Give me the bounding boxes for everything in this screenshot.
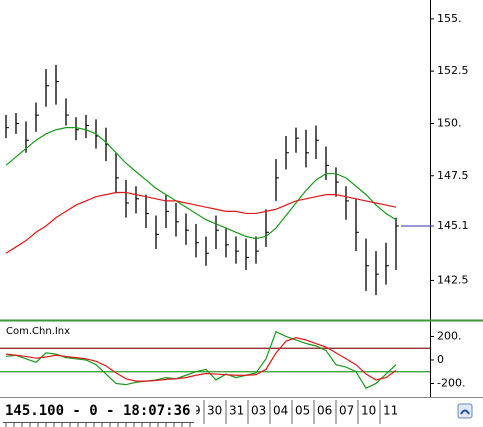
y-tick-label: 150. <box>437 116 462 129</box>
date-label: 31 <box>229 404 244 418</box>
settings-glyph <box>460 409 470 415</box>
date-label: 11 <box>383 404 398 418</box>
date-label: 04 <box>273 404 288 418</box>
line-series <box>5 191 397 254</box>
date-label: 07 <box>339 404 354 418</box>
y-tick-label: -200. <box>437 376 465 389</box>
line-series <box>5 127 397 240</box>
line-series <box>5 337 397 382</box>
y-tick-label: 200. <box>437 329 462 342</box>
indicator-title: Com.Chn.Inx <box>6 326 70 337</box>
date-label: 03 <box>251 404 266 418</box>
date-label: 06 <box>317 404 332 418</box>
y-tick-label: 155. <box>437 12 462 25</box>
line-series <box>5 330 397 389</box>
date-label: 9 <box>193 404 201 418</box>
y-tick-label: 147.5 <box>437 169 469 182</box>
y-tick-label: 0 <box>437 353 444 366</box>
y-tick-label: 152.5 <box>437 64 469 77</box>
status-box <box>0 399 196 423</box>
status-text: 145.100 - 0 - 18:07:36 <box>5 403 190 419</box>
date-label: 10 <box>361 404 376 418</box>
date-label: 30 <box>207 404 222 418</box>
y-tick-label: 142.5 <box>437 273 469 286</box>
last-price-label: 145.1 <box>437 219 469 232</box>
date-label: 05 <box>295 404 310 418</box>
